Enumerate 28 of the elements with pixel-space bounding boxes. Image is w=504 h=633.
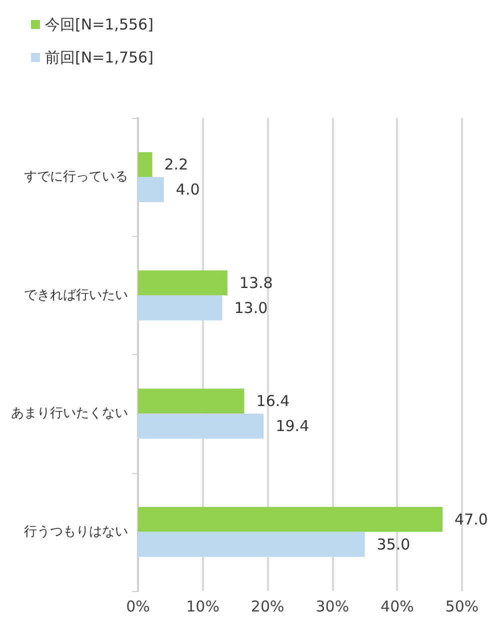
bar [138, 532, 365, 557]
legend-label: 前回[N=1,756] [45, 48, 154, 66]
bar [138, 388, 244, 414]
data-label: 16.4 [256, 392, 290, 410]
data-label: 13.8 [239, 274, 273, 292]
bar [138, 152, 152, 178]
x-tick-label: 50% [445, 598, 479, 616]
bar [138, 295, 222, 320]
x-tick-label: 10% [186, 598, 220, 616]
legend-label: 今回[N=1,556] [45, 16, 154, 34]
x-tick-label: 40% [380, 598, 414, 616]
x-tick-label: 30% [316, 598, 350, 616]
data-label: 4.0 [176, 180, 200, 199]
bar [138, 177, 164, 202]
y-tick-label: できれば行いたい [24, 288, 128, 303]
bar [138, 506, 443, 532]
bar [138, 270, 228, 296]
y-tick-label: 行うつもりはない [24, 524, 128, 540]
data-label: 47.0 [454, 510, 488, 528]
x-tick-label: 20% [250, 598, 284, 616]
data-label: 35.0 [376, 535, 410, 554]
bar [138, 414, 264, 439]
y-tick-label: すでに行っている [24, 170, 128, 185]
data-label: 2.2 [164, 156, 188, 174]
data-label: 19.4 [276, 417, 310, 436]
x-tick-label: 0% [126, 598, 150, 616]
y-tick-label: あまり行いたくない [11, 406, 128, 422]
data-label: 13.0 [234, 298, 268, 317]
